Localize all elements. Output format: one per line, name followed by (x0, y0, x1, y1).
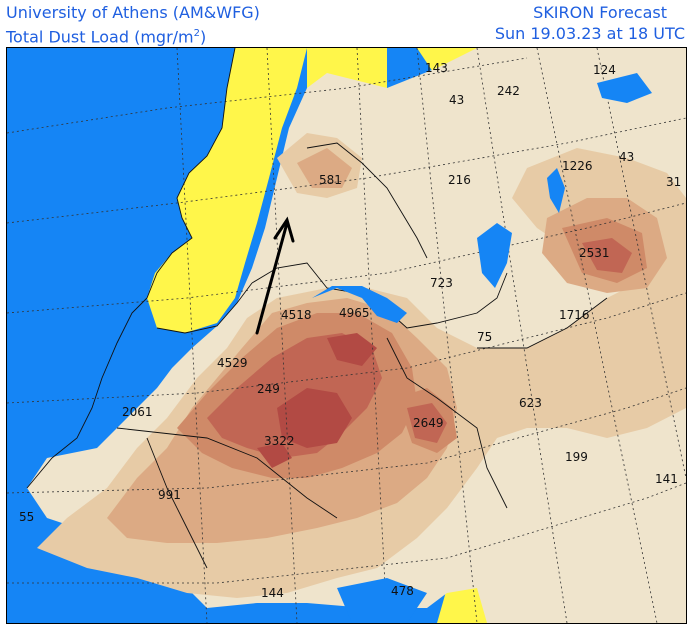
value-label: 43 (449, 93, 464, 107)
value-label: 2531 (579, 246, 610, 260)
variable-title: Total Dust Load (mgr/m2) (6, 24, 206, 46)
value-label: 75 (477, 330, 492, 344)
inland-seas (312, 73, 652, 623)
value-label: 55 (19, 510, 34, 524)
value-label: 623 (519, 396, 542, 410)
value-label: 723 (430, 276, 453, 290)
dust-load-map: 143 124 242 43 1226 43 31 581 216 2531 7… (6, 47, 687, 624)
variable-close: ) (200, 27, 207, 47)
variable-name: Total Dust Load (mgr/m (6, 27, 194, 47)
value-label: 31 (666, 175, 681, 189)
value-label: 216 (448, 173, 471, 187)
value-label: 4965 (339, 306, 370, 320)
value-label: 43 (619, 150, 634, 164)
value-label: 124 (593, 63, 616, 77)
institution-title: University of Athens (AM&WFG) (6, 3, 260, 22)
annotation-arrow (255, 216, 295, 335)
value-label: 4518 (281, 308, 312, 322)
value-label: 581 (319, 173, 342, 187)
value-label: 249 (257, 382, 280, 396)
dust-level-6 (257, 333, 377, 468)
value-label: 144 (261, 586, 284, 600)
value-label: 1716 (559, 308, 590, 322)
value-label: 141 (655, 472, 678, 486)
value-label: 991 (158, 488, 181, 502)
value-label: 4529 (217, 356, 248, 370)
variable-exponent: 2 (193, 28, 200, 39)
value-label: 3322 (264, 434, 295, 448)
product-title: SKIRON Forecast (533, 3, 667, 22)
value-labels: 143 124 242 43 1226 43 31 581 216 2531 7… (19, 61, 681, 600)
value-label: 143 (425, 61, 448, 75)
value-label: 199 (565, 450, 588, 464)
value-label: 478 (391, 584, 414, 598)
coastlines (26, 48, 608, 569)
value-label: 242 (497, 84, 520, 98)
valid-time: Sun 19.03.23 at 18 UTC (494, 24, 685, 43)
value-label: 1226 (562, 159, 593, 173)
graticule (7, 48, 686, 623)
value-label: 2061 (122, 405, 153, 419)
value-label: 2649 (413, 416, 444, 430)
